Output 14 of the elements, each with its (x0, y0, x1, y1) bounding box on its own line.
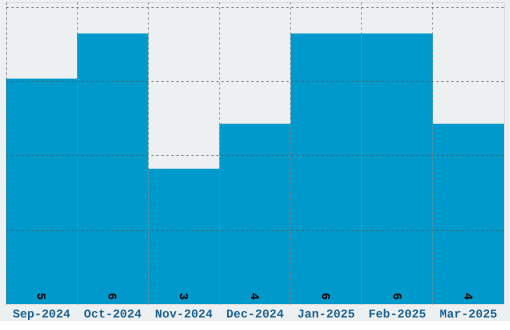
data-label: 6 (104, 292, 119, 300)
data-label: 6 (389, 292, 404, 300)
x-tick-label: Jan-2025 (297, 308, 355, 322)
data-label: 3 (176, 292, 190, 300)
data-label: 5 (34, 292, 48, 300)
data-label: 6 (318, 292, 332, 300)
x-tick-label: Oct-2024 (84, 308, 142, 322)
x-tick-label: Feb-2025 (368, 308, 426, 322)
x-tick-label: Nov-2024 (155, 308, 213, 322)
data-label: 4 (460, 292, 474, 300)
data-label: 4 (247, 292, 261, 300)
x-tick-label: Mar-2025 (440, 308, 498, 322)
x-tick-label: Dec-2024 (226, 308, 284, 322)
x-tick-label: Sep-2024 (12, 308, 70, 322)
